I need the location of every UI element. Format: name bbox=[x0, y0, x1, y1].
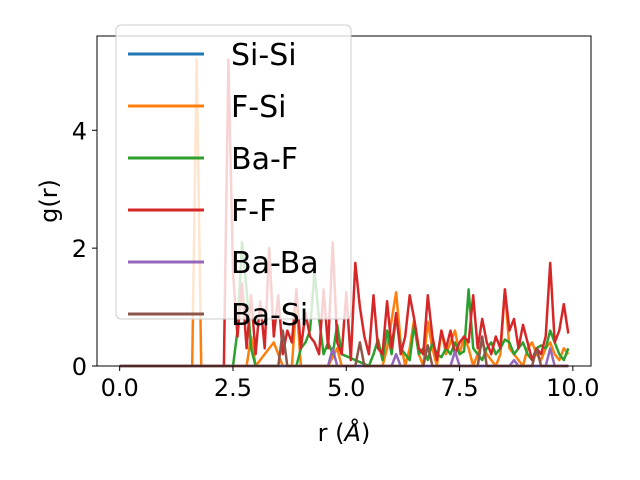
series-line-ba-si bbox=[119, 329, 569, 368]
series-line-ba-ba bbox=[119, 347, 569, 368]
legend-entry-ba-ba: Ba-Ba bbox=[128, 246, 319, 281]
legend-entry-f-si: F-Si bbox=[128, 90, 286, 125]
legend-entry-si-si: Si-Si bbox=[128, 38, 297, 73]
legend-label: Ba-Si bbox=[231, 298, 308, 333]
legend-label: Ba-Ba bbox=[231, 246, 319, 281]
legend-entry-ba-si: Ba-Si bbox=[128, 298, 308, 333]
legend-box bbox=[115, 24, 352, 320]
y-axis-ticks: 0 2 4 bbox=[72, 117, 97, 381]
y-axis-label: g(r) bbox=[35, 179, 63, 223]
y-tick-label: 0 bbox=[72, 353, 87, 381]
legend-entry-ba-f: Ba-F bbox=[128, 142, 298, 177]
x-axis-ticks: 0.0 2.5 5.0 7.5 10.0 bbox=[101, 366, 600, 402]
x-tick-label: 7.5 bbox=[440, 374, 478, 402]
legend-entries: Si-Si F-Si Ba-F F-F Ba-Ba Ba-Si bbox=[128, 38, 319, 333]
legend-label: F-F bbox=[231, 194, 276, 229]
legend: Si-Si F-Si Ba-F F-F Ba-Ba Ba-Si bbox=[115, 24, 352, 333]
x-axis-label-close: ) bbox=[361, 419, 370, 447]
x-tick-label: 10.0 bbox=[546, 374, 599, 402]
x-axis-label: r (Å) bbox=[318, 418, 371, 447]
x-tick-label: 0.0 bbox=[101, 374, 139, 402]
legend-label: F-Si bbox=[231, 90, 286, 125]
x-tick-label: 2.5 bbox=[214, 374, 252, 402]
legend-label: Si-Si bbox=[231, 38, 297, 73]
x-axis-label-unit: Å bbox=[343, 418, 361, 447]
y-tick-label: 2 bbox=[72, 235, 87, 263]
x-axis-label-text: r ( bbox=[318, 419, 345, 447]
y-tick-label: 4 bbox=[72, 117, 87, 145]
legend-entry-f-f: F-F bbox=[128, 194, 276, 229]
x-tick-label: 5.0 bbox=[327, 374, 365, 402]
legend-label: Ba-F bbox=[231, 142, 298, 177]
